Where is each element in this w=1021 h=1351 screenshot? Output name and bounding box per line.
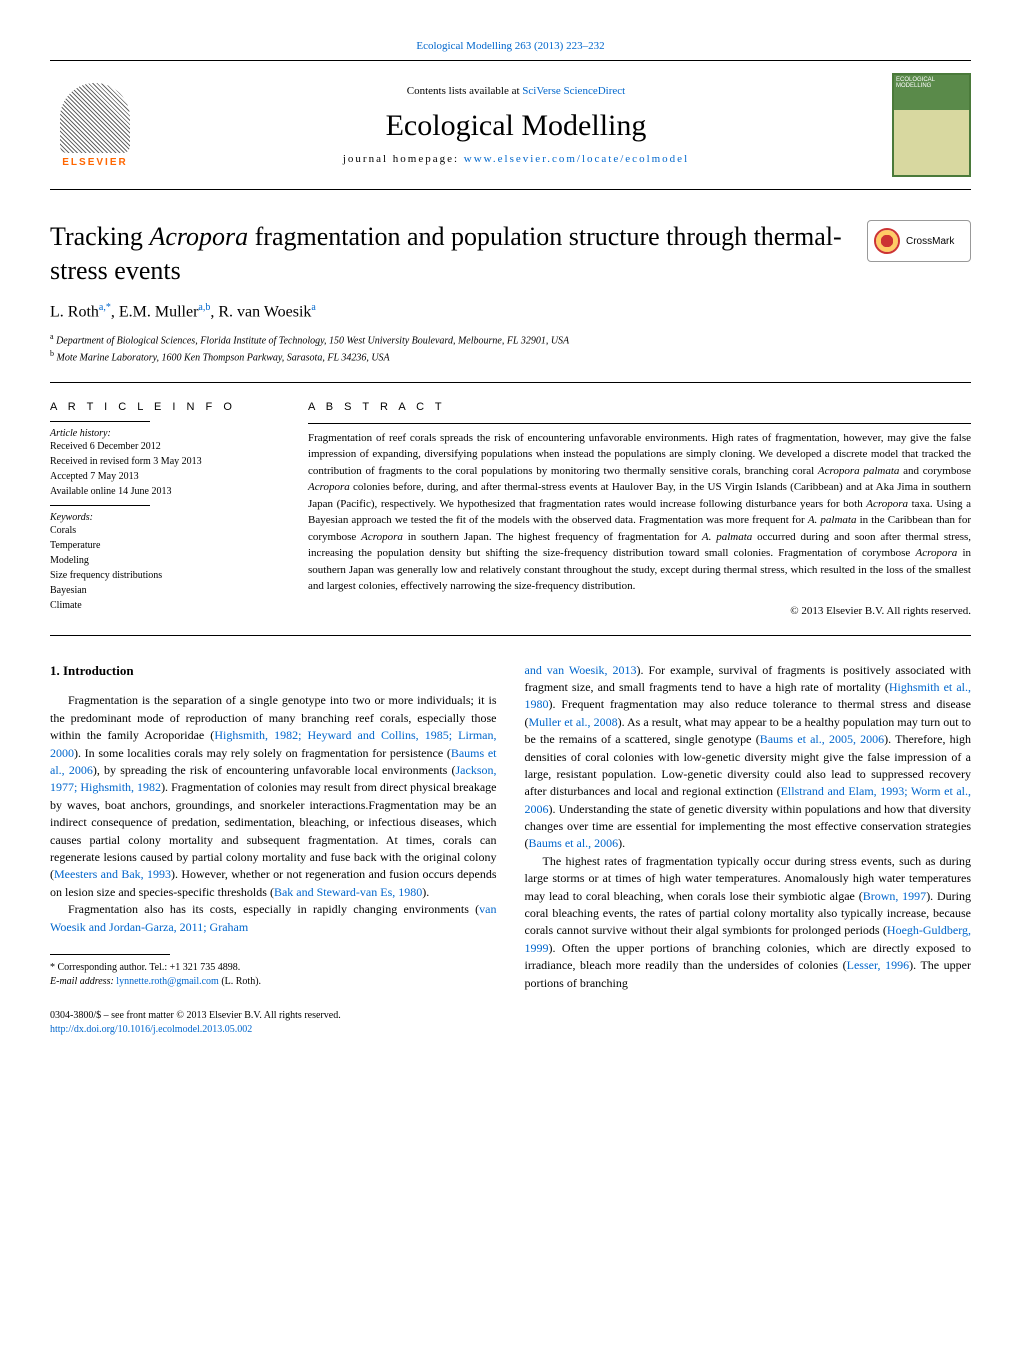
elsevier-tree-icon <box>60 83 130 153</box>
body-para: and van Woesik, 2013). For example, surv… <box>525 662 972 853</box>
homepage-prefix: journal homepage: <box>343 153 464 165</box>
corresponding-author: * Corresponding author. Tel.: +1 321 735… <box>50 961 497 975</box>
body-para: Fragmentation is the separation of a sin… <box>50 692 497 901</box>
abstract-heading: A B S T R A C T <box>308 401 971 413</box>
journal-name: Ecological Modelling <box>140 109 892 143</box>
left-column: 1. Introduction Fragmentation is the sep… <box>50 662 497 1037</box>
crossmark-icon <box>874 228 900 254</box>
sciencedirect-link[interactable]: SciVerse ScienceDirect <box>522 85 625 97</box>
keyword: Corals <box>50 523 280 538</box>
homepage-link[interactable]: www.elsevier.com/locate/ecolmodel <box>464 153 689 165</box>
cover-label: ECOLOGICAL MODELLING <box>894 75 969 91</box>
abstract: A B S T R A C T Fragmentation of reef co… <box>308 401 971 617</box>
history-label: Article history: <box>50 428 280 439</box>
keywords-label: Keywords: <box>50 512 280 523</box>
affiliation-b: b Mote Marine Laboratory, 1600 Ken Thomp… <box>50 348 971 365</box>
contents-available: Contents lists available at SciVerse Sci… <box>140 85 892 97</box>
affiliations: a Department of Biological Sciences, Flo… <box>50 331 971 366</box>
history-received: Received 6 December 2012 <box>50 439 280 454</box>
keywords-list: Corals Temperature Modeling Size frequen… <box>50 523 280 613</box>
email-label: E-mail address: <box>50 976 116 987</box>
keyword: Modeling <box>50 553 280 568</box>
journal-homepage: journal homepage: www.elsevier.com/locat… <box>140 153 892 165</box>
issn-copyright: 0304-3800/$ – see front matter © 2013 El… <box>50 1009 497 1023</box>
journal-citation[interactable]: Ecological Modelling 263 (2013) 223–232 <box>50 40 971 52</box>
section-1-heading: 1. Introduction <box>50 662 497 681</box>
keyword: Climate <box>50 598 280 613</box>
keyword: Bayesian <box>50 583 280 598</box>
affiliation-a: a Department of Biological Sciences, Flo… <box>50 331 971 348</box>
article-info-heading: A R T I C L E I N F O <box>50 401 280 413</box>
elsevier-logo: ELSEVIER <box>50 75 140 175</box>
body-para: The highest rates of fragmentation typic… <box>525 853 972 992</box>
article-info: A R T I C L E I N F O Article history: R… <box>50 401 308 617</box>
keyword: Temperature <box>50 538 280 553</box>
abstract-copyright: © 2013 Elsevier B.V. All rights reserved… <box>308 605 971 617</box>
abstract-text: Fragmentation of reef corals spreads the… <box>308 430 971 595</box>
elsevier-label: ELSEVIER <box>62 157 127 168</box>
keyword: Size frequency distributions <box>50 568 280 583</box>
front-matter: 0304-3800/$ – see front matter © 2013 El… <box>50 1009 497 1037</box>
crossmark-badge[interactable]: CrossMark <box>867 220 971 262</box>
crossmark-label: CrossMark <box>906 236 954 247</box>
doi-link[interactable]: http://dx.doi.org/10.1016/j.ecolmodel.20… <box>50 1024 252 1035</box>
footnote: * Corresponding author. Tel.: +1 321 735… <box>50 961 497 989</box>
history-accepted: Accepted 7 May 2013 <box>50 469 280 484</box>
contents-prefix: Contents lists available at <box>407 85 522 97</box>
history-block: Received 6 December 2012 Received in rev… <box>50 439 280 499</box>
history-revised: Received in revised form 3 May 2013 <box>50 454 280 469</box>
right-column: and van Woesik, 2013). For example, surv… <box>525 662 972 1037</box>
email-suffix: (L. Roth). <box>219 976 261 987</box>
journal-cover-thumbnail: ECOLOGICAL MODELLING <box>892 73 971 177</box>
email-line: E-mail address: lynnette.roth@gmail.com … <box>50 975 497 989</box>
email-link[interactable]: lynnette.roth@gmail.com <box>116 976 219 987</box>
history-online: Available online 14 June 2013 <box>50 484 280 499</box>
authors: L. Rotha,*, E.M. Mullera,b, R. van Woesi… <box>50 302 971 321</box>
article-title: Tracking Acropora fragmentation and popu… <box>50 220 847 288</box>
body-para: Fragmentation also has its costs, especi… <box>50 901 497 936</box>
journal-header: ELSEVIER Contents lists available at Sci… <box>50 60 971 190</box>
